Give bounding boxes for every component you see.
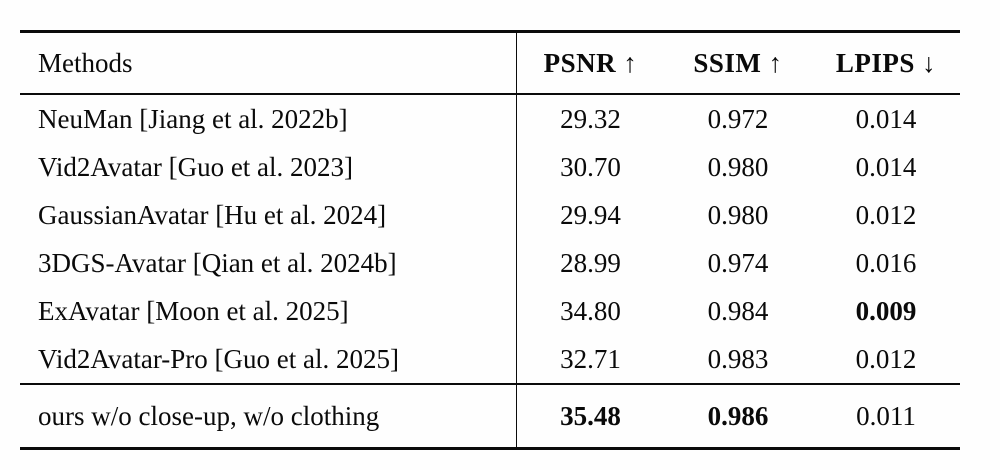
table-row: ExAvatar [Moon et al. 2025] 34.80 0.984 … bbox=[20, 287, 960, 335]
method-cell: NeuMan [Jiang et al. 2022b] bbox=[38, 103, 348, 134]
ssim-cell: 0.983 bbox=[707, 343, 769, 374]
method-cell: Vid2Avatar-Pro [Guo et al. 2025] bbox=[38, 343, 399, 374]
ssim-cell: 0.984 bbox=[707, 295, 769, 326]
ssim-cell: 0.972 bbox=[707, 103, 769, 134]
psnr-cell: 34.80 bbox=[516, 287, 664, 335]
psnr-cell: 32.71 bbox=[516, 335, 664, 383]
lpips-cell: 0.014 bbox=[855, 103, 917, 134]
lpips-cell: 0.014 bbox=[855, 151, 917, 182]
table-row: GaussianAvatar [Hu et al. 2024] 29.94 0.… bbox=[20, 191, 960, 239]
method-cell-ours: ours w/o close-up, w/o clothing bbox=[38, 400, 380, 431]
column-header-ssim: SSIM ↑ bbox=[693, 47, 783, 78]
table-row: NeuMan [Jiang et al. 2022b] 29.32 0.972 … bbox=[20, 95, 960, 143]
table-top-rule bbox=[20, 30, 960, 33]
table-bottom-rule bbox=[20, 447, 960, 450]
method-cell: 3DGS-Avatar [Qian et al. 2024b] bbox=[38, 247, 397, 278]
column-header-psnr: PSNR ↑ bbox=[516, 33, 664, 93]
lpips-cell: 0.011 bbox=[856, 400, 916, 431]
method-cell: GaussianAvatar [Hu et al. 2024] bbox=[38, 199, 387, 230]
table-header-row: Methods PSNR ↑ SSIM ↑ LPIPS ↓ bbox=[20, 33, 960, 93]
psnr-cell: 29.32 bbox=[516, 95, 664, 143]
ours-separator-rule bbox=[20, 383, 960, 385]
lpips-cell: 0.012 bbox=[855, 343, 917, 374]
ssim-cell-best: 0.986 bbox=[707, 400, 769, 431]
psnr-cell-best: 35.48 bbox=[516, 385, 664, 447]
column-header-methods: Methods bbox=[38, 47, 133, 78]
results-table: Methods PSNR ↑ SSIM ↑ LPIPS ↓ NeuMan [Ji… bbox=[20, 30, 960, 450]
ssim-cell: 0.974 bbox=[707, 247, 769, 278]
ours-table-row: ours w/o close-up, w/o clothing 35.48 0.… bbox=[20, 385, 960, 447]
table-row: 3DGS-Avatar [Qian et al. 2024b] 28.99 0.… bbox=[20, 239, 960, 287]
method-cell: Vid2Avatar [Guo et al. 2023] bbox=[38, 151, 354, 182]
psnr-cell: 28.99 bbox=[516, 239, 664, 287]
psnr-cell: 30.70 bbox=[516, 143, 664, 191]
table-row: Vid2Avatar [Guo et al. 2023] 30.70 0.980… bbox=[20, 143, 960, 191]
column-header-lpips: LPIPS ↓ bbox=[835, 47, 937, 78]
lpips-cell: 0.016 bbox=[855, 247, 917, 278]
psnr-cell: 29.94 bbox=[516, 191, 664, 239]
ssim-cell: 0.980 bbox=[707, 151, 769, 182]
ssim-cell: 0.980 bbox=[707, 199, 769, 230]
method-cell: ExAvatar [Moon et al. 2025] bbox=[38, 295, 349, 326]
lpips-cell: 0.012 bbox=[855, 199, 917, 230]
lpips-cell-best: 0.009 bbox=[855, 295, 917, 326]
table-row: Vid2Avatar-Pro [Guo et al. 2025] 32.71 0… bbox=[20, 335, 960, 383]
header-separator-rule bbox=[20, 93, 960, 95]
